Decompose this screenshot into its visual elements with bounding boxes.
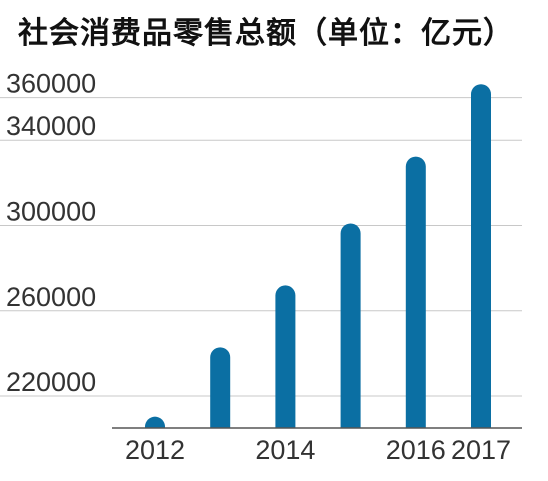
bar-2016	[405, 156, 426, 428]
bar-2013	[210, 347, 231, 428]
bar-2012	[145, 416, 165, 428]
x-tick-label: 2017	[451, 435, 511, 465]
bar-2014	[275, 285, 296, 428]
x-tick-label: 2016	[386, 435, 446, 465]
bars	[145, 84, 491, 428]
y-tick-label: 340000	[6, 111, 96, 141]
x-tick-labels: 2012 2014 2016 2017	[125, 435, 511, 465]
y-tick-label: 260000	[6, 282, 96, 312]
x-tick-label: 2012	[125, 435, 185, 465]
bar-2015	[340, 223, 361, 428]
y-tick-label: 220000	[6, 367, 96, 397]
bar-2017	[471, 84, 491, 428]
x-tick-label: 2014	[255, 435, 315, 465]
gridlines	[0, 97, 522, 397]
chart-title: 社会消费品零售总额（单位：亿元）	[18, 16, 514, 51]
y-tick-labels: 220000 260000 300000 340000 360000	[6, 69, 96, 397]
y-tick-label: 360000	[6, 69, 96, 99]
y-tick-label: 300000	[6, 196, 96, 226]
